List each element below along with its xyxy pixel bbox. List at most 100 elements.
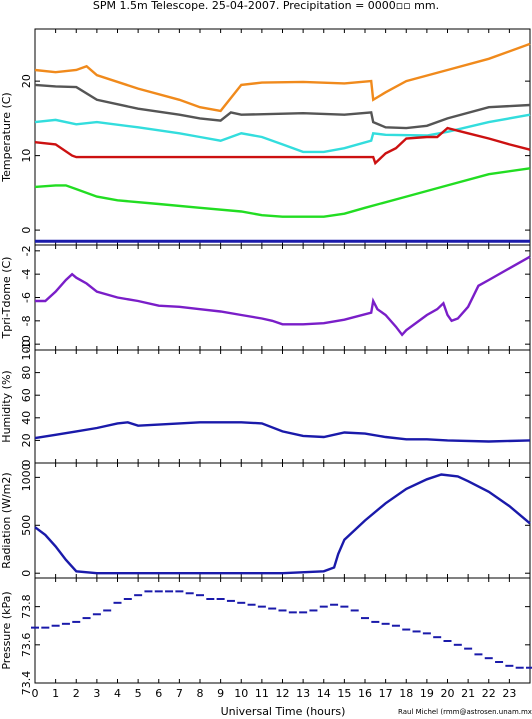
data-point: [505, 664, 514, 667]
x-tick-label: 0: [32, 687, 39, 700]
chart-title: SPM 1.5m Telescope. 25-04-2007. Precipit…: [93, 0, 439, 12]
data-point: [453, 643, 462, 646]
data-point: [361, 617, 369, 620]
data-point: [464, 647, 473, 650]
data-point: [247, 603, 256, 606]
panels: 0 10 20 Temperature (C) -10 -8 -6 -4 -2 Tpri-Tdom…: [0, 28, 532, 696]
x-tick-label: 22: [482, 687, 496, 700]
data-point: [257, 605, 266, 608]
data-point: [226, 599, 235, 602]
panel-frame: [34, 462, 531, 579]
x-tick-label: 16: [358, 687, 372, 700]
x-tick-label: 9: [217, 687, 224, 700]
x-axis: 0 1 2 3 4 5 6 7 8 9 10 11 12 13 14 15 16 17 18 19 20 21 22 23: [32, 687, 517, 700]
x-tick-label: 11: [255, 687, 269, 700]
y-tick-label: -2: [20, 245, 33, 256]
series-line-orange: [34, 42, 531, 113]
y-tick-label: -8: [20, 315, 33, 326]
y-tick-label: 0: [20, 570, 33, 577]
y-axis-label: Tpri-Tdome (C): [0, 257, 13, 340]
x-tick-label: 12: [276, 687, 290, 700]
data-point: [288, 611, 297, 614]
panel-frame: [34, 577, 531, 684]
x-tick-label: 4: [114, 687, 121, 700]
y-tick-label: 0: [20, 227, 33, 234]
series-line-purple: [35, 255, 531, 337]
series-line-blue: [34, 473, 531, 575]
y-tick-label: 73.4: [20, 671, 33, 696]
x-tick-label: 2: [73, 687, 80, 700]
panel-0: 0 10 20 Temperature (C): [0, 28, 531, 246]
panel-3: 0 500 1000 Radiation (W/m2): [0, 462, 531, 579]
y-tick-label: 60: [20, 388, 33, 402]
y-axis-label: Radiation (W/m2): [0, 472, 13, 568]
panel-4: 73.4 73.6 73.8 Pressure (kPa): [0, 577, 532, 696]
panel-frame: [34, 28, 531, 246]
data-point: [144, 590, 153, 593]
x-tick-label: 18: [399, 687, 413, 700]
data-point: [134, 594, 143, 597]
panel-frame: [34, 349, 531, 464]
y-axis-label: Humidity (%): [0, 370, 13, 442]
y-tick-label: 73.8: [20, 594, 33, 619]
series-line-gray: [34, 83, 531, 130]
data-point: [82, 617, 91, 620]
y-tick-label: 20: [20, 433, 33, 447]
data-point: [319, 605, 328, 608]
data-point: [474, 653, 483, 656]
y-tick-label: 10: [20, 149, 33, 163]
x-tick-label: 8: [197, 687, 204, 700]
data-point: [123, 598, 132, 600]
data-point: [154, 590, 163, 593]
data-point: [237, 601, 246, 604]
data-point: [371, 620, 380, 623]
x-axis-label: Universal Time (hours): [221, 705, 346, 718]
data-point: [299, 611, 308, 614]
y-axis-label: Temperature (C): [0, 92, 13, 182]
data-point: [381, 622, 390, 625]
data-point: [206, 598, 215, 600]
y-tick-label: 20: [20, 74, 33, 88]
panel-1: -10 -8 -6 -4 -2 Tpri-Tdome (C): [0, 244, 531, 353]
x-tick-label: 23: [502, 687, 516, 700]
y-tick-label: 0: [20, 460, 33, 467]
x-tick-label: 17: [379, 687, 393, 700]
x-tick-label: 13: [296, 687, 310, 700]
y-tick-label: 1000: [20, 463, 33, 491]
x-tick-label: 1: [52, 687, 59, 700]
y-tick-label: 100: [20, 340, 33, 361]
series-line-green: [34, 167, 531, 218]
x-tick-label: 21: [461, 687, 475, 700]
data-point: [330, 603, 339, 606]
x-tick-label: 14: [317, 687, 331, 700]
data-point: [92, 613, 101, 616]
y-axis-label: Pressure (kPa): [0, 591, 13, 669]
data-point: [41, 626, 50, 629]
data-point: [422, 632, 431, 635]
data-point: [402, 628, 411, 631]
data-point: [391, 624, 400, 627]
series-line-red: [34, 126, 531, 166]
data-point: [51, 624, 60, 627]
x-tick-label: 6: [155, 687, 162, 700]
data-point: [216, 598, 225, 600]
data-point: [165, 590, 174, 593]
data-point: [31, 626, 39, 629]
x-tick-label: 5: [135, 687, 142, 700]
data-point: [175, 590, 184, 593]
data-point: [103, 609, 112, 612]
data-point: [196, 594, 204, 597]
data-point: [495, 661, 504, 663]
data-point: [515, 666, 524, 669]
data-point: [113, 601, 122, 604]
data-point: [278, 609, 287, 612]
data-point: [484, 657, 493, 660]
data-point: [61, 622, 70, 625]
y-tick-label: -6: [20, 292, 33, 303]
data-point: [443, 640, 452, 642]
data-point: [268, 607, 277, 610]
y-tick-label: 40: [20, 411, 33, 425]
y-tick-label: 500: [20, 515, 33, 536]
data-point: [72, 620, 81, 623]
x-tick-label: 10: [234, 687, 248, 700]
